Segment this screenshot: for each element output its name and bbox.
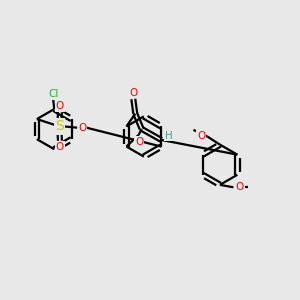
Text: O: O xyxy=(236,182,244,192)
Text: O: O xyxy=(78,123,87,133)
Text: Cl: Cl xyxy=(48,89,58,99)
Text: O: O xyxy=(197,130,206,140)
Text: O: O xyxy=(129,88,137,98)
Text: O: O xyxy=(56,101,64,111)
Text: O: O xyxy=(135,137,144,147)
Text: O: O xyxy=(56,142,64,152)
Text: S: S xyxy=(55,119,64,134)
Text: H: H xyxy=(165,130,172,140)
